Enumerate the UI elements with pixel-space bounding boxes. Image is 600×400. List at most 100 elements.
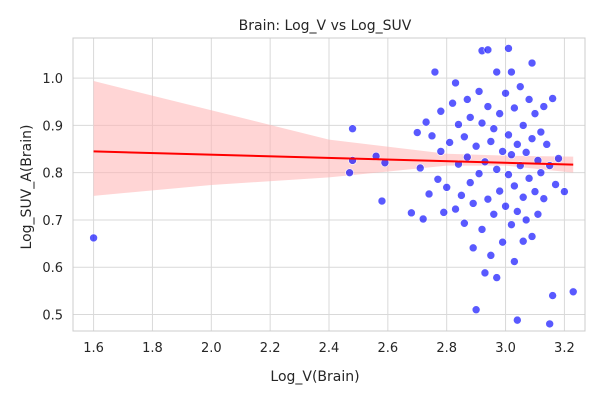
y-tick-label: 0.5: [42, 308, 63, 323]
data-point: [492, 165, 502, 174]
data-point: [551, 180, 560, 189]
y-tick-label: 1.0: [42, 72, 63, 87]
data-point: [539, 194, 549, 203]
points-layer: [89, 44, 578, 329]
data-point: [480, 268, 490, 278]
data-point: [477, 225, 487, 234]
data-point: [527, 134, 537, 143]
data-point: [418, 214, 428, 224]
data-point: [501, 201, 510, 211]
data-point: [489, 124, 499, 134]
data-point: [412, 128, 422, 137]
data-point: [433, 175, 443, 184]
data-point: [454, 120, 463, 129]
x-tick-label: 1.8: [142, 341, 163, 356]
data-point: [477, 118, 487, 128]
data-point: [527, 58, 537, 68]
data-point: [468, 199, 478, 208]
data-point: [495, 109, 504, 118]
confidence-band-layer: [93, 81, 574, 196]
data-point: [507, 67, 516, 77]
regression-layer: [93, 150, 574, 166]
data-point: [460, 218, 469, 228]
data-point: [407, 208, 416, 218]
data-point: [518, 121, 528, 130]
data-point: [524, 174, 534, 183]
data-point: [492, 67, 502, 77]
x-tick-label: 1.6: [83, 341, 104, 356]
x-tick-label: 2.6: [378, 341, 399, 356]
data-point: [451, 204, 460, 214]
confidence-band: [93, 81, 574, 196]
plot-frame: [72, 37, 586, 332]
data-point: [439, 208, 449, 217]
data-point: [489, 209, 499, 219]
data-point: [554, 154, 563, 163]
data-point: [424, 189, 434, 199]
data-point: [530, 187, 540, 196]
data-point: [483, 194, 493, 204]
data-point: [468, 243, 478, 253]
y-tick-label: 0.6: [42, 261, 63, 276]
data-point: [471, 141, 481, 151]
data-point: [527, 232, 537, 241]
data-point: [427, 131, 437, 141]
y-tick-label: 0.8: [42, 167, 63, 182]
data-point: [486, 251, 496, 260]
data-point: [510, 181, 519, 191]
data-point: [462, 95, 472, 104]
data-point: [430, 67, 440, 77]
data-point: [451, 78, 460, 88]
data-point: [492, 273, 502, 282]
axes-frame: [72, 37, 586, 332]
y-tick-label: 0.9: [42, 119, 63, 134]
regression-line: [93, 150, 574, 166]
data-point: [513, 140, 522, 149]
data-point: [89, 233, 98, 243]
data-point: [457, 191, 466, 200]
data-point: [474, 87, 484, 96]
data-point: [483, 45, 493, 55]
data-point: [483, 102, 493, 111]
data-point: [518, 192, 528, 202]
data-point: [536, 127, 546, 137]
data-point: [507, 150, 516, 160]
tick-labels: 1.6 1.8 2.0 2.2 2.4 2.6 2.8 3.0 3.2 0.5 0.6 0.7 0.8 0…: [42, 72, 574, 356]
data-point: [513, 207, 522, 216]
data-point: [530, 109, 540, 118]
data-point: [448, 98, 457, 108]
x-axis-label: Log_V(Brain): [270, 369, 359, 385]
chart-title: Brain: Log_V vs Log_SUV: [239, 18, 412, 34]
data-point: [568, 287, 578, 297]
x-tick-label: 2.4: [319, 341, 340, 356]
data-point: [474, 169, 484, 178]
data-point: [513, 315, 522, 325]
data-point: [504, 130, 513, 140]
data-point: [510, 103, 519, 113]
data-point: [442, 183, 452, 192]
data-point: [504, 44, 513, 53]
data-point: [465, 113, 475, 122]
data-point: [465, 178, 475, 187]
data-point: [415, 163, 425, 173]
data-point: [521, 215, 531, 225]
data-point: [548, 94, 557, 103]
data-point: [436, 106, 446, 116]
data-point: [560, 187, 569, 196]
data-point: [345, 168, 354, 177]
x-tick-label: 2.8: [436, 341, 457, 356]
data-point: [542, 140, 552, 149]
y-tick-label: 0.7: [42, 214, 63, 229]
x-tick-label: 3.2: [554, 341, 575, 356]
x-tick-label: 3.0: [495, 341, 516, 356]
y-axis-label: Log_SUV_A(Brain): [19, 125, 35, 250]
data-point: [504, 170, 513, 179]
data-point: [486, 137, 496, 146]
data-point: [524, 95, 534, 104]
data-point: [501, 88, 510, 98]
data-point: [536, 168, 546, 177]
data-point: [545, 319, 554, 329]
data-point: [460, 132, 469, 142]
